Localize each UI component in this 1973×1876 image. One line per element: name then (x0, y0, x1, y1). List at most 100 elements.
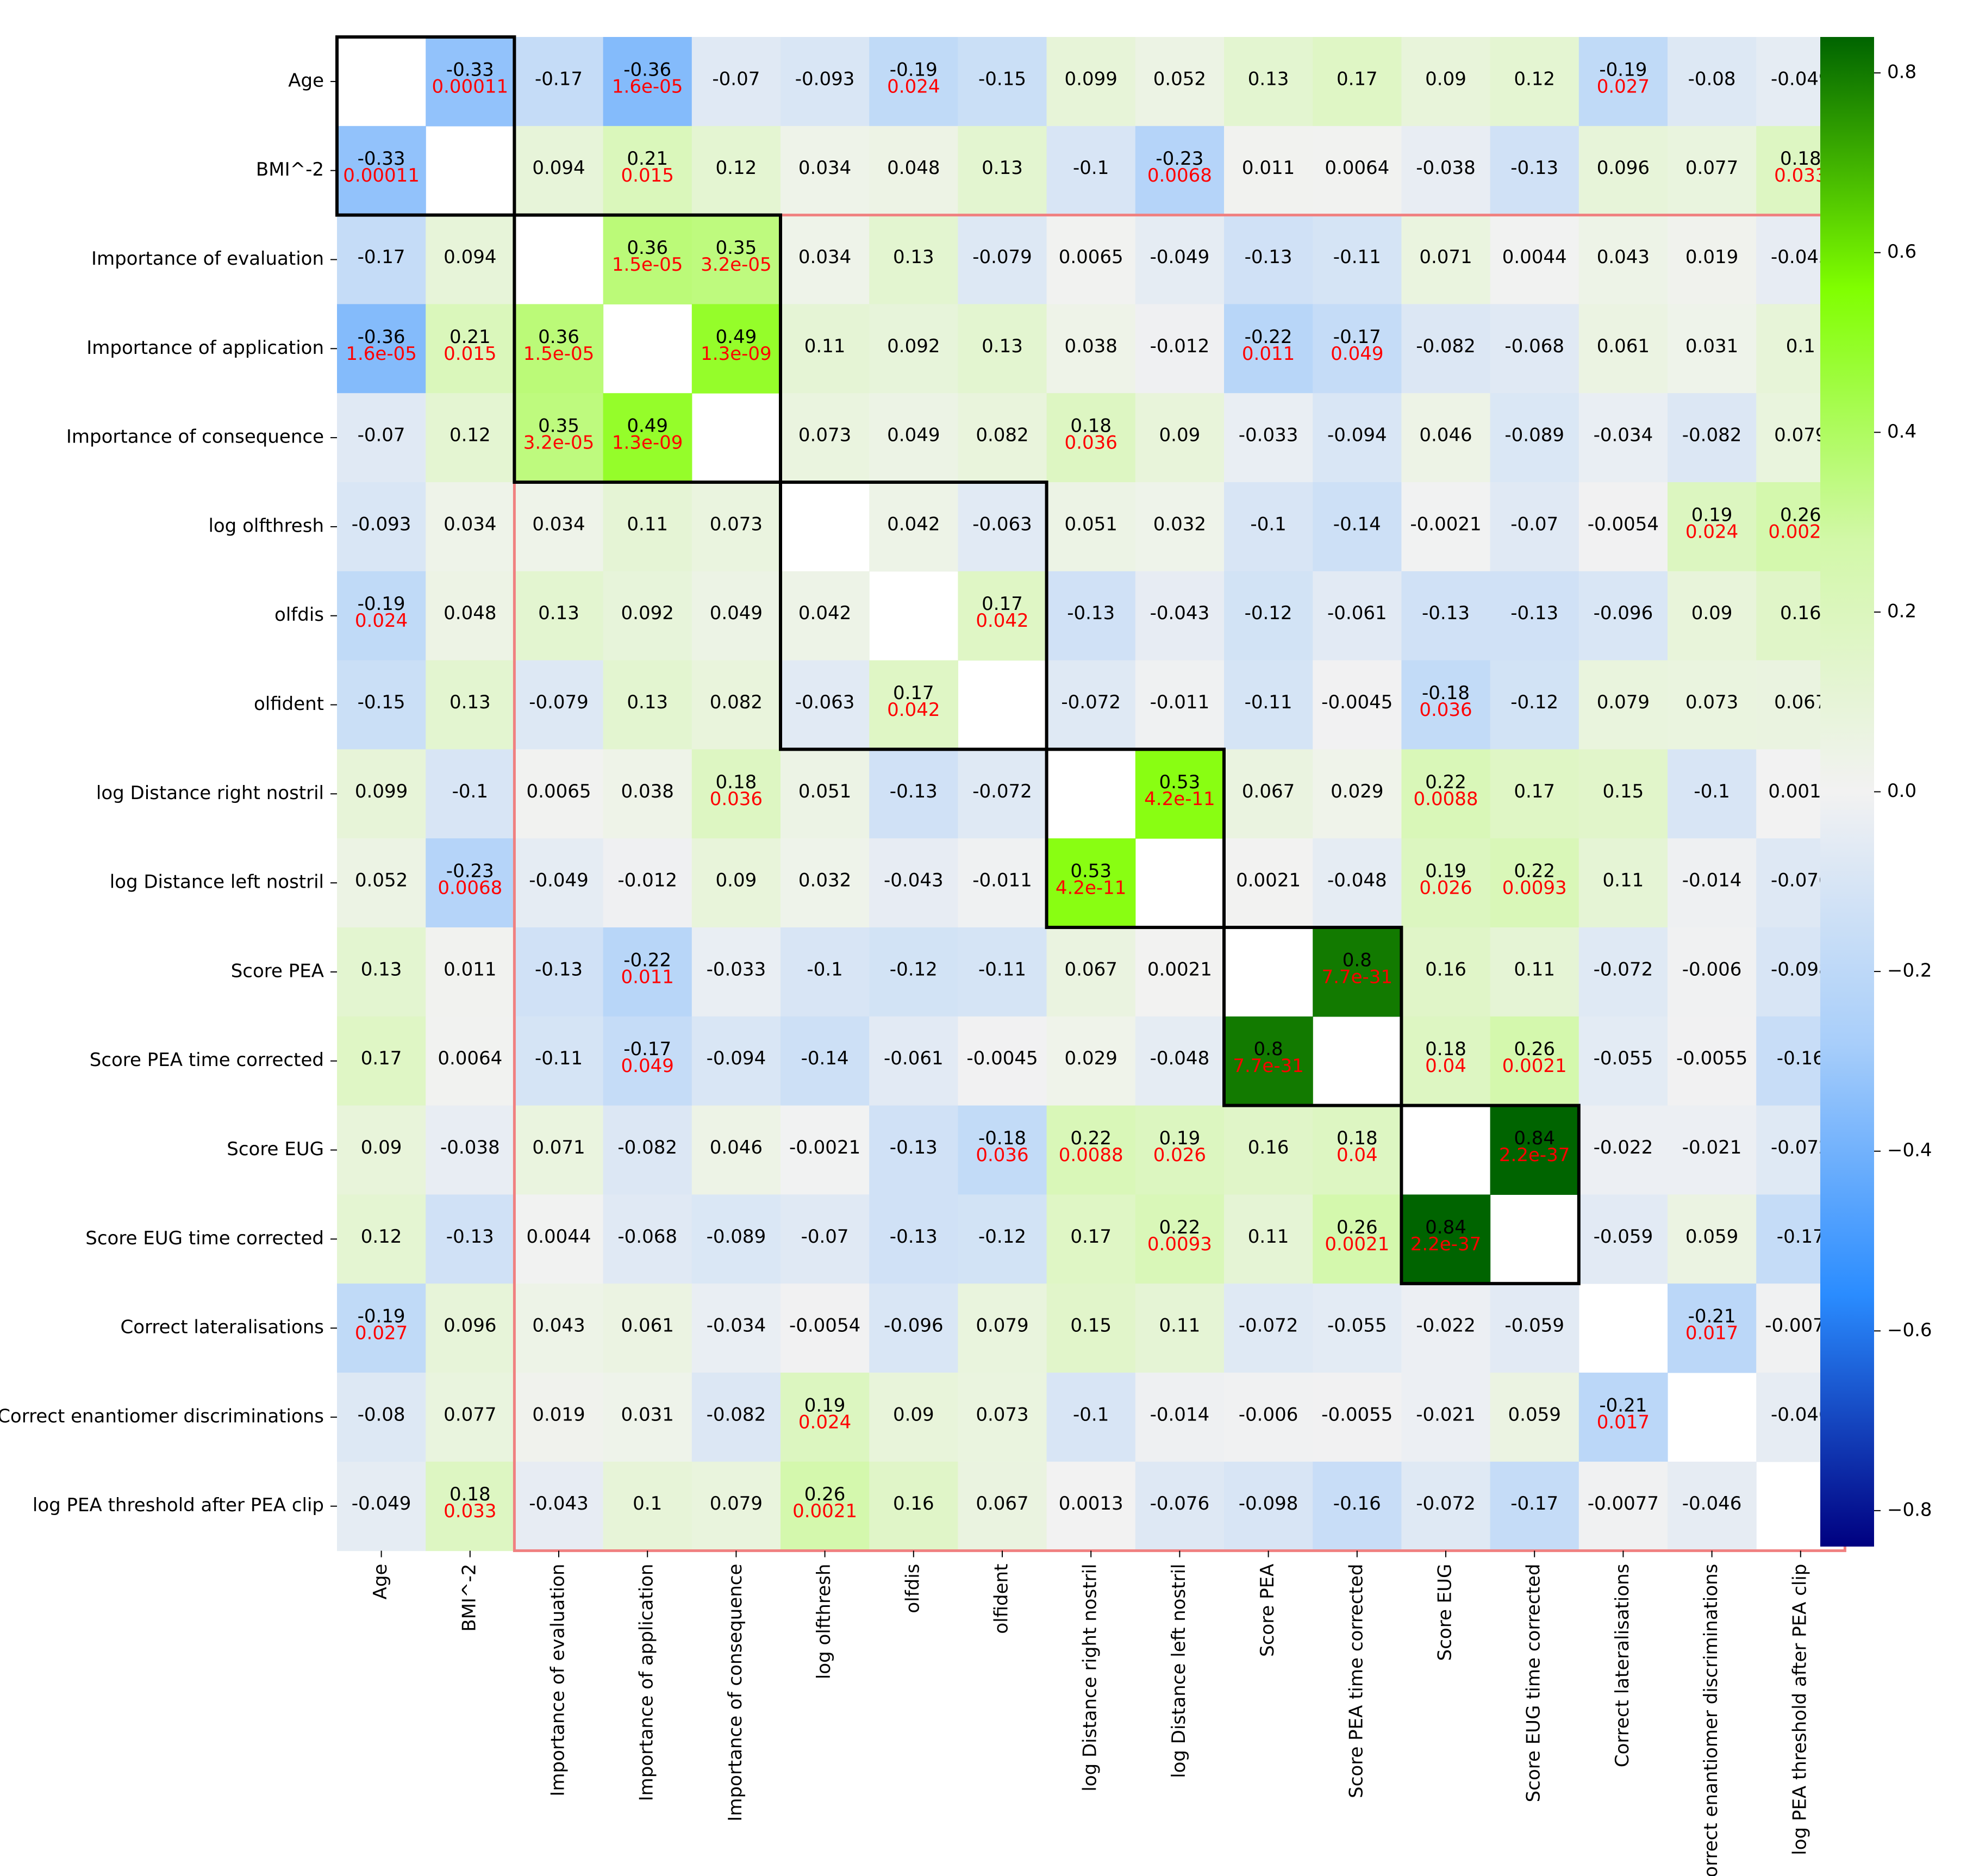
heatmap-cell (426, 304, 515, 394)
cell-value-label: -0.079 (972, 246, 1032, 268)
cell-value-label: 0.019 (1685, 246, 1738, 268)
heatmap-cell (603, 1461, 692, 1551)
row-label: Score PEA time corrected (90, 1049, 324, 1071)
cell-value-label: 0.096 (1597, 157, 1650, 179)
cell-value-label: 0.35 (538, 415, 579, 437)
heatmap-cell (337, 304, 426, 394)
cell-value-label: -0.049 (1150, 246, 1210, 268)
cell-value-label: 0.16 (1248, 1137, 1289, 1158)
row-label: log Distance left nostril (110, 871, 324, 893)
cell-value-label: 0.034 (798, 157, 851, 179)
cell-value-label: -0.079 (529, 691, 589, 713)
cell-value-label: 0.073 (798, 425, 851, 446)
heatmap-cell (1490, 393, 1579, 483)
cell-value-label: -0.033 (707, 958, 766, 980)
heatmap-cell (1046, 37, 1136, 127)
heatmap-cell (1046, 1283, 1136, 1373)
heatmap-cell (426, 571, 515, 661)
heatmap-cell (1224, 1016, 1313, 1106)
cell-value-label: 0.079 (1774, 425, 1827, 446)
cell-value-label: -0.038 (1416, 157, 1476, 179)
heatmap-cell (1046, 1194, 1136, 1284)
cell-pvalue-label: 3.2e-05 (701, 254, 772, 276)
heatmap-cell (781, 1105, 870, 1195)
heatmap-cell (1401, 126, 1491, 216)
cell-value-label: -0.36 (623, 59, 671, 80)
heatmap-cell (869, 1194, 958, 1284)
heatmap-cell (1490, 37, 1579, 127)
heatmap-cell (781, 571, 870, 661)
heatmap-cell (691, 1194, 781, 1284)
cell-value-label: -0.096 (884, 1315, 944, 1337)
heatmap-cell (1135, 1016, 1225, 1106)
cell-value-label: -0.049 (352, 1493, 411, 1514)
cell-pvalue-label: 0.0068 (1147, 165, 1212, 186)
heatmap-cell (1668, 749, 1757, 839)
cell-value-label: -0.07 (712, 68, 760, 90)
cell-pvalue-label: 0.036 (1065, 432, 1117, 454)
cell-pvalue-label: 0.033 (1774, 165, 1827, 186)
heatmap-cell (1401, 1461, 1491, 1551)
heatmap-cell (1490, 304, 1579, 394)
heatmap-cell (337, 1461, 426, 1551)
cell-value-label: -0.055 (1594, 1048, 1653, 1069)
heatmap-cell (1313, 37, 1402, 127)
heatmap-cell (426, 838, 515, 928)
cell-pvalue-label: 0.0021 (1325, 1233, 1389, 1255)
cell-value-label: 0.049 (710, 602, 763, 624)
heatmap-cell (1224, 393, 1313, 483)
heatmap-cell (426, 1461, 515, 1551)
cell-value-label: 0.11 (1248, 1226, 1289, 1248)
cell-value-label: 0.17 (1337, 68, 1378, 90)
cell-value-label: -0.07 (801, 1226, 849, 1248)
heatmap-cell (1224, 1461, 1313, 1551)
heatmap-cell (1046, 215, 1136, 304)
heatmap-cell (1135, 1194, 1225, 1284)
heatmap-cell (1313, 126, 1402, 216)
cell-value-label: 0.032 (1153, 513, 1206, 535)
heatmap-cell (1313, 927, 1402, 1017)
group-frame (1045, 747, 1226, 930)
cell-value-label: -0.08 (1688, 68, 1736, 90)
cell-value-label: 0.13 (361, 958, 402, 980)
heatmap-cell (514, 1105, 604, 1195)
cell-value-label: -0.19 (1599, 59, 1647, 80)
heatmap-cell (869, 838, 958, 928)
heatmap-cell (958, 393, 1047, 483)
cell-value-label: 0.031 (621, 1404, 674, 1425)
cell-pvalue-label: 0.036 (1419, 699, 1472, 721)
heatmap-cell (603, 1016, 692, 1106)
column-label: Importance of application (636, 1564, 658, 1802)
cell-value-label: 0.13 (1248, 68, 1289, 90)
heatmap-cell (1578, 37, 1668, 127)
heatmap-cell (869, 1461, 958, 1551)
heatmap-cell (1490, 1373, 1579, 1462)
cell-value-label: -0.046 (1682, 1493, 1742, 1514)
cell-pvalue-label: 1.6e-05 (612, 76, 683, 97)
cell-value-label: 0.12 (1514, 68, 1555, 90)
heatmap-cell (1313, 215, 1402, 304)
cell-pvalue-label: 0.027 (355, 1323, 408, 1344)
cell-value-label: -0.1 (1073, 1404, 1109, 1425)
cell-value-label: -0.13 (890, 1226, 938, 1248)
heatmap-cell (337, 1194, 426, 1284)
cell-value-label: 0.049 (887, 425, 940, 446)
cell-value-label: -0.36 (358, 326, 405, 348)
cell-value-label: -0.049 (529, 870, 589, 892)
heatmap-cell (1401, 1016, 1491, 1106)
heatmap-cell (1046, 482, 1136, 572)
heatmap-cell (1224, 37, 1313, 127)
heatmap-cell (1668, 1016, 1757, 1106)
heatmap-cell (337, 1373, 426, 1462)
cell-value-label: 0.079 (976, 1315, 1028, 1337)
heatmap-cell (1135, 927, 1225, 1017)
cell-value-label: -0.1 (1250, 513, 1286, 535)
heatmap-cell (514, 1016, 604, 1106)
heatmap-cell (1578, 1194, 1668, 1284)
cell-value-label: -0.082 (707, 1404, 766, 1425)
heatmap-cell (1401, 1283, 1491, 1373)
cell-value-label: 0.019 (532, 1404, 585, 1425)
heatmap-cell (691, 571, 781, 661)
cell-value-label: -0.0055 (1676, 1048, 1747, 1069)
